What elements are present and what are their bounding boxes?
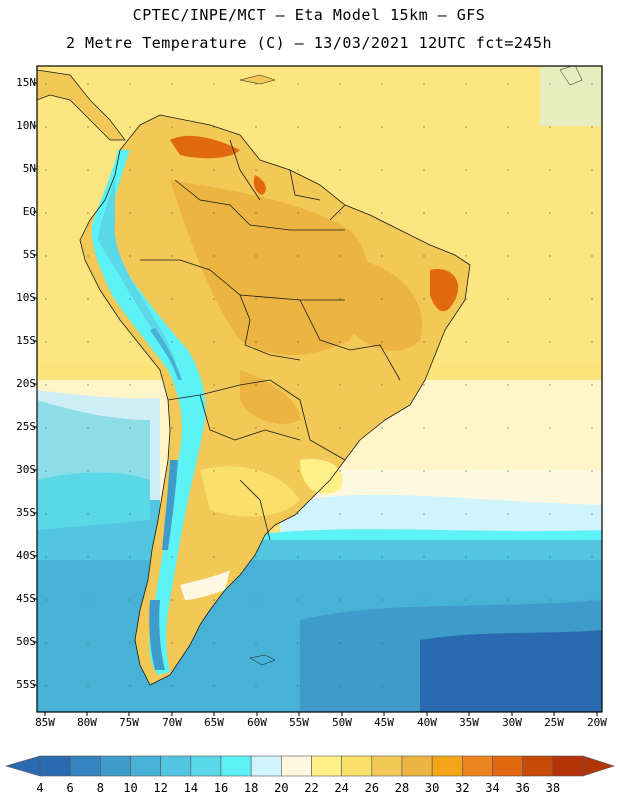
lat-ticks [33, 82, 37, 686]
lat-label-10s: 10S [16, 291, 36, 304]
colorbar-swatch [39, 755, 71, 777]
colorbar-label: 22 [304, 781, 319, 795]
colorbar-label: 14 [183, 781, 199, 795]
lat-label-35s: 35S [16, 506, 36, 519]
map-title-line2: 2 Metre Temperature (C) – 13/03/2021 12U… [65, 34, 553, 52]
colorbar-swatch [281, 755, 312, 777]
colorbar-high-arrow [582, 755, 615, 777]
colorbar-label: 34 [485, 781, 500, 795]
colorbar-swatch [371, 755, 403, 777]
lat-label-30s: 30S [16, 463, 36, 476]
lat-label-20s: 20S [16, 377, 36, 390]
colorbar-label: 4 [36, 781, 44, 795]
lon-label-45w: 45W [374, 716, 394, 729]
colorbar-label: 28 [394, 781, 410, 795]
colorbar-label: 20 [274, 781, 289, 795]
colorbar-swatch [250, 755, 282, 777]
lon-label-25w: 25W [544, 716, 564, 729]
colorbar-low-arrow [4, 755, 41, 777]
lon-label-60w: 60W [247, 716, 267, 729]
lat-label-40s: 40S [16, 549, 36, 562]
lat-label-5s: 5S [22, 248, 36, 261]
colorbar-swatch [100, 755, 131, 777]
lon-label-80w: 80W [77, 716, 97, 729]
colorbar-label: 10 [123, 781, 138, 795]
lon-label-35w: 35W [459, 716, 479, 729]
colorbar-label: 26 [364, 781, 380, 795]
colorbar-swatch [341, 755, 373, 777]
lon-label-65w: 65W [204, 716, 224, 729]
colorbar-swatch [522, 755, 554, 777]
lon-label-70w: 70W [162, 716, 182, 729]
lon-label-85w: 85W [35, 716, 55, 729]
colorbar-swatch [69, 755, 101, 777]
lat-label-45s: 45S [16, 592, 36, 605]
colorbar-label: 32 [455, 781, 470, 795]
lon-label-50w: 50W [332, 716, 352, 729]
colorbar-label: 36 [515, 781, 530, 795]
colorbar-label: 12 [153, 781, 168, 795]
lat-label-15s: 15S [16, 334, 36, 347]
lon-label-55w: 55W [289, 716, 309, 729]
colorbar-label: 18 [243, 781, 259, 795]
colorbar-swatch [462, 755, 493, 777]
lat-label-15n: 15N [16, 76, 36, 89]
map-title-line1: CPTEC/INPE/MCT – Eta Model 15km – GFS [132, 6, 486, 24]
lon-label-30w: 30W [502, 716, 522, 729]
lon-label-75w: 75W [119, 716, 139, 729]
colorbar-label: 8 [96, 781, 104, 795]
colorbar-swatch [130, 755, 161, 777]
colorbar [4, 755, 615, 777]
lat-label-25s: 25S [16, 420, 36, 433]
lat-label-eq: EQ [22, 205, 36, 218]
map-frame [36, 65, 603, 713]
temperature-field [37, 66, 602, 712]
colorbar-swatch [220, 755, 252, 777]
colorbar-label: 30 [424, 781, 440, 795]
lon-label-20w: 20W [587, 716, 607, 729]
colorbar-swatch [311, 755, 342, 777]
lat-label-10n: 10N [16, 119, 36, 132]
colorbar-swatch [190, 755, 222, 777]
colorbar-label: 6 [66, 781, 74, 795]
colorbar-label: 38 [545, 781, 561, 795]
lon-ticks [44, 712, 598, 716]
colorbar-label: 24 [334, 781, 349, 795]
colorbar-swatch [401, 755, 433, 777]
colorbar-swatch [492, 755, 523, 777]
lat-label-55s: 55S [16, 678, 36, 691]
colorbar-swatch [160, 755, 192, 777]
lon-label-40w: 40W [417, 716, 437, 729]
lat-label-50s: 50S [16, 635, 36, 648]
lat-label-5n: 5N [22, 162, 36, 175]
colorbar-label: 16 [213, 781, 229, 795]
colorbar-swatch [431, 755, 463, 777]
colorbar-swatch [552, 755, 584, 777]
